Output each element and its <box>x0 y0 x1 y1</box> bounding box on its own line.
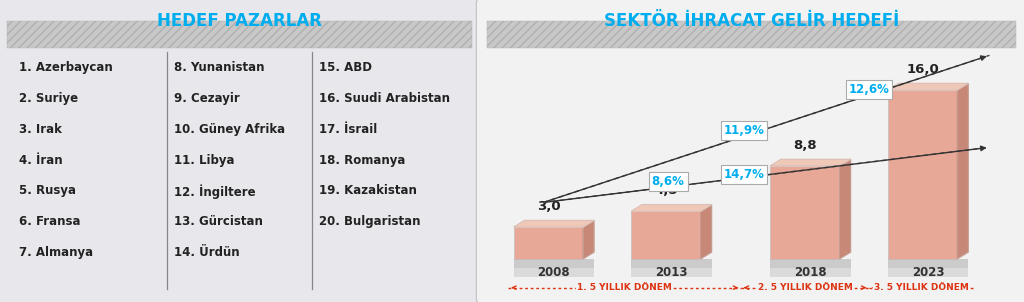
Text: 3. Irak: 3. Irak <box>19 123 62 136</box>
Polygon shape <box>700 205 712 259</box>
Bar <box>487 21 1016 48</box>
Polygon shape <box>584 220 594 259</box>
Text: 18. Romanya: 18. Romanya <box>319 154 406 167</box>
Text: 5. Rusya: 5. Rusya <box>19 185 76 198</box>
Text: 2. Suriye: 2. Suriye <box>19 92 78 105</box>
Text: 12. İngiltere: 12. İngiltere <box>174 185 256 199</box>
Bar <box>888 259 968 268</box>
Polygon shape <box>888 83 968 90</box>
Bar <box>632 259 712 268</box>
Text: 14,7%: 14,7% <box>724 168 765 181</box>
Text: 20. Bulgaristan: 20. Bulgaristan <box>319 215 421 228</box>
Text: 3,0: 3,0 <box>537 200 560 213</box>
FancyBboxPatch shape <box>476 0 1024 302</box>
Bar <box>888 90 957 259</box>
Polygon shape <box>957 83 968 259</box>
Text: SEKTÖR İHRACAT GELİR HEDEFİ: SEKTÖR İHRACAT GELİR HEDEFİ <box>604 12 899 30</box>
Text: 2018: 2018 <box>794 266 826 279</box>
Text: 1. Azerbaycan: 1. Azerbaycan <box>19 61 113 74</box>
Text: 4. İran: 4. İran <box>19 154 62 167</box>
Bar <box>487 21 1016 48</box>
Bar <box>514 268 594 277</box>
Text: 2. 5 YILLIK DÖNEM: 2. 5 YILLIK DÖNEM <box>758 283 853 292</box>
Text: 10. Güney Afrika: 10. Güney Afrika <box>174 123 285 136</box>
Text: 11. Libya: 11. Libya <box>174 154 234 167</box>
Text: 2013: 2013 <box>655 266 688 279</box>
Text: 12,6%: 12,6% <box>849 82 890 95</box>
Text: 16. Suudi Arabistan: 16. Suudi Arabistan <box>319 92 451 105</box>
Text: 17. İsrail: 17. İsrail <box>319 123 378 136</box>
Text: 7. Almanya: 7. Almanya <box>19 246 93 259</box>
Text: 14. Ürdün: 14. Ürdün <box>174 246 240 259</box>
Text: 9. Cezayir: 9. Cezayir <box>174 92 240 105</box>
Bar <box>632 211 700 259</box>
Text: 8,8: 8,8 <box>794 139 817 152</box>
Text: 16,0: 16,0 <box>906 63 939 76</box>
Text: 1. 5 YILLIK DÖNEM: 1. 5 YILLIK DÖNEM <box>578 283 672 292</box>
Polygon shape <box>514 220 594 227</box>
Text: 4,5: 4,5 <box>654 184 678 197</box>
Bar <box>770 268 851 277</box>
Bar <box>770 259 851 268</box>
Text: 2023: 2023 <box>911 266 944 279</box>
Text: 8,6%: 8,6% <box>651 175 685 188</box>
Bar <box>514 259 594 268</box>
Text: 11,9%: 11,9% <box>724 124 765 137</box>
Bar <box>888 268 968 277</box>
Polygon shape <box>770 159 851 166</box>
Text: 13. Gürcistan: 13. Gürcistan <box>174 215 263 228</box>
Bar <box>514 227 584 259</box>
Text: 2008: 2008 <box>538 266 570 279</box>
Bar <box>7 21 472 48</box>
Bar <box>632 268 712 277</box>
Polygon shape <box>632 205 712 211</box>
Polygon shape <box>840 159 851 259</box>
Text: 19. Kazakistan: 19. Kazakistan <box>319 185 417 198</box>
Text: 15. ABD: 15. ABD <box>319 61 373 74</box>
Text: 3. 5 YILLIK DÖNEM: 3. 5 YILLIK DÖNEM <box>873 283 969 292</box>
Text: 8. Yunanistan: 8. Yunanistan <box>174 61 264 74</box>
Bar <box>770 166 840 259</box>
Bar <box>7 21 472 48</box>
FancyBboxPatch shape <box>0 0 481 302</box>
Text: 6. Fransa: 6. Fransa <box>19 215 81 228</box>
Text: HEDEF PAZARLAR: HEDEF PAZARLAR <box>157 12 323 30</box>
